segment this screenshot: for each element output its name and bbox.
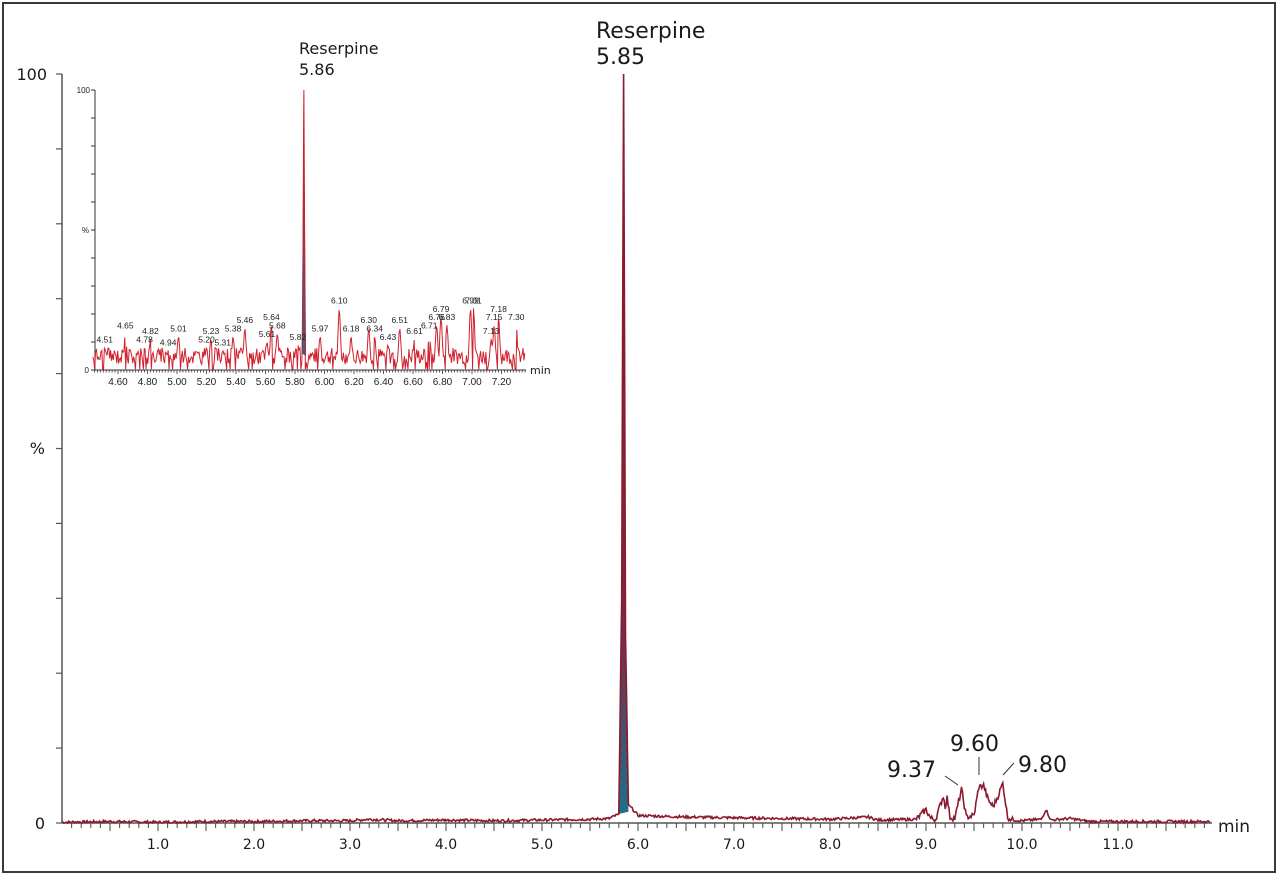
- inset-peak-label: 7.13: [483, 326, 500, 336]
- reserpine-peak-fill: [618, 74, 629, 815]
- inset-peak-name: Reserpine: [299, 39, 379, 58]
- inset-peak-label: 5.23: [203, 326, 220, 336]
- inset-x-tick-label: 6.00: [315, 377, 335, 388]
- peak-label-9-60: 9.60: [950, 732, 999, 757]
- inset-peak-label: 4.94: [160, 337, 177, 347]
- inset-x-tick-label: 7.00: [462, 377, 482, 388]
- x-tick-label: 11.0: [1102, 837, 1133, 853]
- main-chromatogram-trace: [61, 73, 1211, 825]
- inset-peak-label: 5.46: [237, 315, 254, 325]
- inset-y-max-label: 100: [77, 86, 91, 95]
- inset-peak-label: 5.38: [225, 323, 242, 333]
- inset-peak-label: 6.71: [421, 321, 438, 331]
- peak-label-9-80: 9.80: [1018, 753, 1067, 778]
- x-axis-unit-label: min: [1218, 817, 1250, 837]
- inset-peak-label: 4.82: [142, 326, 159, 336]
- inset-x-tick-label: 5.00: [167, 377, 187, 388]
- inset-peak-label: 5.20: [198, 335, 215, 345]
- inset-peak-label: 6.30: [360, 315, 377, 325]
- inset-peak-label: 6.83: [439, 312, 456, 322]
- inset-peak-label: 5.68: [269, 321, 286, 331]
- inset-x-tick-label: 6.20: [344, 377, 364, 388]
- inset-peak-label: 4.65: [117, 321, 134, 331]
- inset-peak-label: 5.82: [290, 332, 307, 342]
- inset-peak-label: 4.78: [136, 335, 153, 345]
- x-tick-label: 5.0: [531, 837, 553, 853]
- x-tick-label: 2.0: [243, 837, 265, 853]
- inset-peak-label: 6.43: [380, 332, 397, 342]
- x-tick-label: 4.0: [435, 837, 457, 853]
- peak-label-9-37: 9.37: [887, 758, 936, 783]
- inset-peak-label: 6.34: [366, 323, 383, 333]
- inset-peak-label: 7.30: [508, 312, 525, 322]
- x-tick-label: 10.0: [1006, 837, 1037, 853]
- y-axis-unit-label: %: [30, 439, 45, 458]
- inset-peak-label: 7.15: [486, 312, 503, 322]
- inset-y-min-label: 0: [85, 366, 90, 375]
- inset-peak-label: 6.18: [343, 323, 360, 333]
- inset-peak-label: 5.31: [214, 337, 231, 347]
- inset-peak-label: 6.79: [433, 304, 450, 314]
- inset-peak-labels: 4.51 4.654.784.824.94 5.01 5.205.235.31 5.38…: [96, 295, 524, 347]
- x-tick-label: 6.0: [627, 837, 649, 853]
- inset-x-tick-label: 6.80: [433, 377, 453, 388]
- y-axis-min-label: 0: [35, 814, 45, 833]
- inset-x-tick-label: 5.20: [197, 377, 217, 388]
- y-axis-max-label: 100: [16, 65, 47, 84]
- inset-peak-label: 7.18: [490, 304, 507, 314]
- inset-y-unit-label: %: [82, 226, 89, 235]
- inset-peak-label: 5.61: [259, 329, 276, 339]
- inset-peak-label: 6.99: [462, 295, 479, 305]
- inset-peak-label: 6.76: [428, 312, 445, 322]
- x-tick-label: 1.0: [147, 837, 169, 853]
- inset-peak-label: 5.64: [263, 312, 280, 322]
- inset-peak-label: 4.51: [96, 335, 113, 345]
- inset-chromatogram-trace: [92, 89, 526, 370]
- inset-chart: 4.60 4.80 5.00 5.20 5.40 5.60 5.80 6.00 6.20 6.40…: [77, 39, 551, 388]
- inset-x-tick-label: 5.80: [285, 377, 305, 388]
- inset-peak-label: 5.01: [170, 323, 187, 333]
- inset-peak-rt: 5.86: [299, 60, 335, 79]
- inset-x-tick-label: 4.60: [108, 377, 128, 388]
- inset-x-unit-label: min: [530, 364, 551, 377]
- main-peak-rt: 5.85: [596, 45, 645, 70]
- main-x-axis: 1.0 2.0 3.0 4.0 5.0 6.0 7.0 8.0 9.0 10.0 11.0 min: [62, 817, 1250, 853]
- x-tick-label: 8.0: [819, 837, 841, 853]
- inset-x-tick-label: 4.80: [138, 377, 158, 388]
- main-peak-name: Reserpine: [596, 19, 705, 44]
- inset-x-tick-label: 5.60: [256, 377, 276, 388]
- inset-peak-label: 5.97: [312, 323, 329, 333]
- inset-x-tick-label: 6.60: [403, 377, 423, 388]
- inset-x-tick-label: 6.40: [374, 377, 394, 388]
- inset-x-tick-label: 5.40: [226, 377, 246, 388]
- inset-peak-label: 6.51: [391, 315, 408, 325]
- x-tick-label: 9.0: [915, 837, 937, 853]
- inset-peak-label: 6.61: [406, 326, 423, 336]
- main-y-axis: 100 % 0: [16, 65, 63, 833]
- inset-peak-label: 7.01: [465, 295, 482, 305]
- inset-x-tick-label: 7.20: [492, 377, 512, 388]
- inset-peak-label: 6.10: [331, 295, 348, 305]
- x-tick-label: 3.0: [339, 837, 361, 853]
- x-tick-label: 7.0: [723, 837, 745, 853]
